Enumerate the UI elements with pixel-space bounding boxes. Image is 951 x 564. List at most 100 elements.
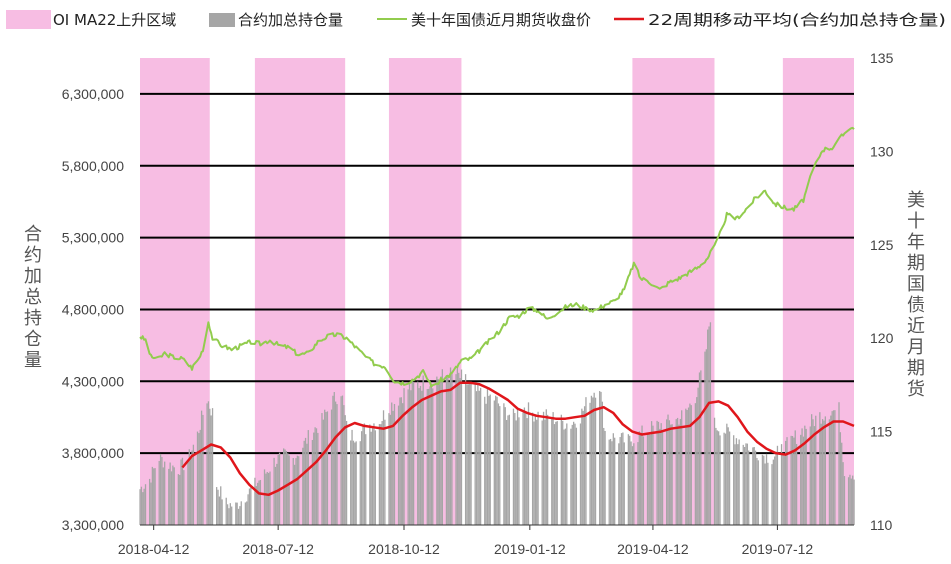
open-interest-bar bbox=[553, 424, 556, 525]
open-interest-bar bbox=[144, 484, 147, 525]
open-interest-bar bbox=[555, 421, 557, 525]
open-interest-bar bbox=[370, 431, 372, 525]
open-interest-bar bbox=[467, 384, 469, 525]
open-interest-bar bbox=[202, 414, 204, 525]
open-interest-bar bbox=[531, 412, 534, 525]
open-interest-bar bbox=[640, 432, 642, 525]
open-interest-bar bbox=[631, 446, 634, 525]
y-left-axis-title: 合约加总持仓量 bbox=[24, 224, 42, 371]
open-interest-bar bbox=[177, 474, 179, 525]
open-interest-bar bbox=[831, 411, 833, 525]
open-interest-bar bbox=[812, 419, 814, 525]
open-interest-bar bbox=[527, 402, 530, 525]
open-interest-bar bbox=[429, 386, 431, 525]
open-interest-bar bbox=[151, 466, 154, 525]
open-interest-bar bbox=[192, 444, 195, 525]
open-interest-bar bbox=[302, 447, 304, 525]
open-interest-bar bbox=[783, 456, 785, 525]
open-interest-bar bbox=[622, 432, 624, 525]
open-interest-bar bbox=[849, 474, 851, 525]
open-interest-bar bbox=[717, 431, 720, 525]
open-interest-bar bbox=[594, 397, 597, 525]
open-interest-bar bbox=[303, 440, 305, 525]
open-interest-bar bbox=[499, 406, 501, 525]
open-interest-bar bbox=[815, 415, 817, 525]
y-left-tick-label: 4,300,000 bbox=[62, 373, 124, 389]
open-interest-bar bbox=[830, 415, 832, 525]
open-interest-bar bbox=[306, 443, 308, 525]
open-interest-bar bbox=[248, 488, 251, 525]
open-interest-bar bbox=[571, 424, 573, 525]
open-interest-bar bbox=[445, 375, 448, 525]
open-interest-bar bbox=[259, 479, 262, 525]
open-interest-bar bbox=[469, 381, 471, 525]
open-interest-bar bbox=[823, 420, 825, 525]
open-interest-bar bbox=[737, 444, 739, 525]
open-interest-bar bbox=[526, 418, 528, 525]
open-interest-bar bbox=[441, 369, 443, 525]
open-interest-bar bbox=[296, 455, 298, 525]
open-interest-bar bbox=[140, 486, 143, 525]
open-interest-bar bbox=[660, 423, 662, 525]
open-interest-bar bbox=[534, 415, 536, 525]
open-interest-bar bbox=[340, 396, 342, 525]
y-right-axis: 110 115 120 125 130 135 bbox=[870, 50, 894, 533]
open-interest-bar bbox=[381, 420, 383, 525]
open-interest-bar bbox=[582, 410, 584, 525]
open-interest-bar bbox=[828, 419, 831, 525]
open-interest-bar bbox=[767, 462, 769, 525]
open-interest-bar bbox=[761, 454, 764, 525]
open-interest-bar bbox=[265, 473, 267, 525]
open-interest-bar bbox=[495, 395, 497, 525]
legend-label-ma22: 22周期移动平均(合约加总持仓量) bbox=[648, 11, 946, 29]
open-interest-bar bbox=[581, 408, 583, 525]
open-interest-bar bbox=[813, 426, 816, 525]
open-interest-bar bbox=[614, 437, 616, 525]
open-interest-bar bbox=[642, 436, 645, 525]
open-interest-bar bbox=[649, 434, 651, 525]
open-interest-bar bbox=[274, 466, 277, 525]
open-interest-bar bbox=[207, 401, 210, 525]
open-interest-bar bbox=[231, 506, 233, 525]
open-interest-bar bbox=[148, 478, 151, 525]
open-interest-bar bbox=[391, 402, 393, 525]
open-interest-bar bbox=[360, 431, 363, 525]
open-interest-bar bbox=[269, 471, 271, 525]
open-interest-bar bbox=[417, 381, 419, 525]
open-interest-bar bbox=[393, 403, 396, 525]
open-interest-bar bbox=[514, 413, 516, 525]
open-interest-bar bbox=[589, 402, 591, 525]
open-interest-bar bbox=[652, 425, 654, 525]
open-interest-bar bbox=[162, 467, 164, 525]
open-interest-bar bbox=[775, 451, 777, 525]
open-interest-bar bbox=[432, 388, 434, 525]
open-interest-bar bbox=[608, 439, 610, 525]
open-interest-bar bbox=[236, 502, 238, 525]
open-interest-bar bbox=[724, 433, 727, 525]
open-interest-bar bbox=[448, 382, 450, 525]
open-interest-bar bbox=[217, 489, 219, 525]
open-interest-bar bbox=[853, 479, 855, 525]
open-interest-bar bbox=[738, 439, 740, 525]
open-interest-bar bbox=[325, 411, 327, 525]
open-interest-bar bbox=[544, 419, 546, 525]
open-interest-bar bbox=[583, 406, 586, 525]
open-interest-bar bbox=[298, 456, 300, 525]
open-interest-bar bbox=[756, 457, 758, 525]
open-interest-bar bbox=[486, 387, 489, 525]
open-interest-bar bbox=[592, 397, 594, 525]
open-interest-bar bbox=[459, 377, 461, 525]
open-interest-bar bbox=[313, 432, 315, 525]
open-interest-bar bbox=[336, 404, 338, 525]
x-tick-label: 2019-01-12 bbox=[494, 541, 566, 557]
y-left-tick-label: 5,800,000 bbox=[62, 158, 124, 174]
open-interest-bar bbox=[771, 464, 773, 525]
open-interest-bar bbox=[629, 435, 631, 525]
open-interest-bar bbox=[601, 401, 604, 525]
open-interest-bar bbox=[229, 503, 231, 525]
open-interest-bar bbox=[344, 415, 346, 525]
open-interest-bar bbox=[515, 420, 517, 525]
open-interest-bar bbox=[181, 457, 184, 525]
open-interest-bar bbox=[240, 501, 242, 525]
open-interest-bar bbox=[708, 326, 710, 525]
